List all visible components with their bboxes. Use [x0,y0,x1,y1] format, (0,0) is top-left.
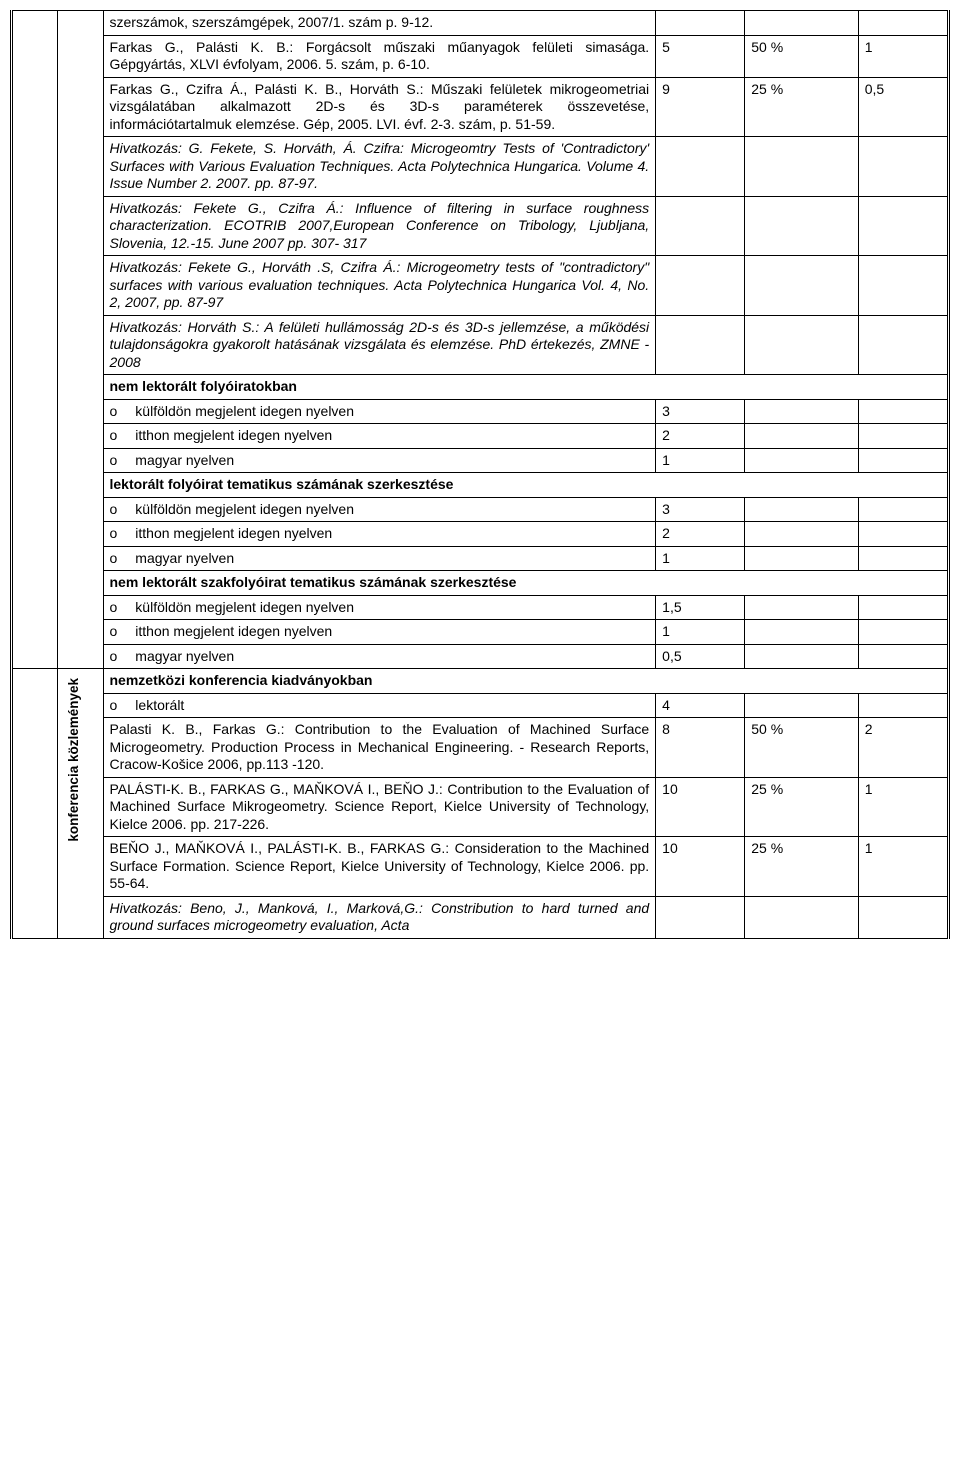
bullet-empty1 [745,448,858,473]
bullet-value: 0,5 [656,644,745,669]
col-percent: 50 % [745,35,858,77]
col-count: 8 [656,718,745,778]
pub-desc: Farkas G., Czifra Á., Palásti K. B., Hor… [103,77,656,137]
col-count [656,896,745,938]
side-label-cell: konferencia közlemények [58,669,103,939]
col-score [858,196,948,256]
pub-desc: Hivatkozás: Horváth S.: A felületi hullá… [103,315,656,375]
section-header: lektorált folyóirat tematikus számának s… [103,473,949,498]
col-count [656,315,745,375]
pub-desc: Hivatkozás: Fekete G., Czifra Á.: Influe… [103,196,656,256]
bullet-empty1 [745,644,858,669]
bullet-value: 1,5 [656,595,745,620]
bullet-label: itthon megjelent idegen nyelven [103,620,656,645]
col-percent [745,196,858,256]
section-header: nem lektorált folyóiratokban [103,375,949,400]
side-empty-2 [58,11,103,669]
bullet-label: külföldön megjelent idegen nyelven [103,497,656,522]
col-percent: 25 % [745,77,858,137]
pub-desc: Hivatkozás: Fekete G., Horváth .S, Czifr… [103,256,656,316]
side-label: konferencia közlemények [64,672,85,848]
col-percent: 25 % [745,837,858,897]
section-header: nem lektorált szakfolyóirat tematikus sz… [103,571,949,596]
pub-desc: Hivatkozás: Beno, J., Manková, I., Marko… [103,896,656,938]
bullet-empty1 [745,595,858,620]
pub-desc: PALÁSTI-K. B., FARKAS G., MAŇKOVÁ I., BE… [103,777,656,837]
col-percent [745,256,858,316]
pub-desc: BEŇO J., MAŇKOVÁ I., PALÁSTI-K. B., FARK… [103,837,656,897]
bullet-empty1 [745,546,858,571]
bullet-label: itthon megjelent idegen nyelven [103,424,656,449]
pub-desc: Hivatkozás: G. Fekete, S. Horváth, Á. Cz… [103,137,656,197]
bullet-empty2 [858,424,948,449]
col-score: 1 [858,837,948,897]
bullet-empty2 [858,522,948,547]
bullet-value: 2 [656,424,745,449]
bullet-label: itthon megjelent idegen nyelven [103,522,656,547]
col-count: 9 [656,77,745,137]
col-percent [745,11,858,36]
bullet-empty2 [858,448,948,473]
col-score: 2 [858,718,948,778]
bullet-value: 1 [656,620,745,645]
col-percent: 25 % [745,777,858,837]
col-count: 5 [656,35,745,77]
col-score: 1 [858,35,948,77]
bullet-empty2 [858,595,948,620]
col-score: 0,5 [858,77,948,137]
bullet-value: 4 [656,693,745,718]
col-score [858,256,948,316]
col-score [858,137,948,197]
col-percent: 50 % [745,718,858,778]
bullet-empty2 [858,399,948,424]
bullet-label: külföldön megjelent idegen nyelven [103,595,656,620]
bullet-empty1 [745,522,858,547]
col-count: 10 [656,777,745,837]
bullet-value: 1 [656,448,745,473]
col-count [656,11,745,36]
publication-table: szerszámok, szerszámgépek, 2007/1. szám … [10,10,950,939]
bullet-value: 1 [656,546,745,571]
bullet-empty2 [858,620,948,645]
side-empty-3 [12,669,58,939]
col-score: 1 [858,777,948,837]
bullet-value: 3 [656,399,745,424]
bullet-label: magyar nyelven [103,448,656,473]
bullet-empty1 [745,693,858,718]
bullet-empty1 [745,399,858,424]
bullet-empty2 [858,644,948,669]
bullet-label: külföldön megjelent idegen nyelven [103,399,656,424]
pub-desc: szerszámok, szerszámgépek, 2007/1. szám … [103,11,656,36]
bullet-empty2 [858,693,948,718]
pub-desc: Palasti K. B., Farkas G.: Contribution t… [103,718,656,778]
bullet-value: 2 [656,522,745,547]
bullet-empty2 [858,546,948,571]
col-percent [745,896,858,938]
pub-desc: Farkas G., Palásti K. B.: Forgácsolt műs… [103,35,656,77]
col-score [858,315,948,375]
bullet-empty2 [858,497,948,522]
col-count [656,196,745,256]
col-score [858,11,948,36]
col-percent [745,315,858,375]
bullet-label: magyar nyelven [103,644,656,669]
col-percent [745,137,858,197]
col-score [858,896,948,938]
bullet-label: lektorált [103,693,656,718]
bullet-label: magyar nyelven [103,546,656,571]
bullet-empty1 [745,620,858,645]
col-count [656,256,745,316]
col-count [656,137,745,197]
col-count: 10 [656,837,745,897]
bullet-empty1 [745,424,858,449]
section-header: nemzetközi konferencia kiadványokban [103,669,949,694]
bullet-value: 3 [656,497,745,522]
side-empty-1 [12,11,58,669]
bullet-empty1 [745,497,858,522]
